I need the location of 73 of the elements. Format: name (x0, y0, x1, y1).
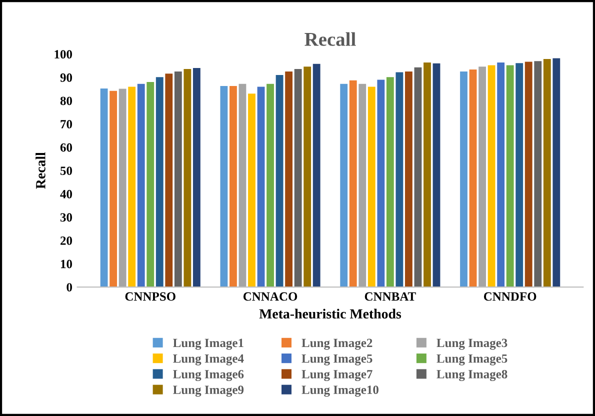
y-tick-label: 80 (60, 96, 72, 106)
bar (488, 65, 496, 288)
bar (543, 58, 551, 288)
bar (100, 88, 108, 288)
bar (238, 84, 246, 288)
bar (368, 86, 376, 288)
bar (118, 88, 126, 288)
legend-label: Lung Image5 (302, 354, 372, 366)
legend-label: Lung Image8 (436, 370, 508, 382)
y-tick-label: 10 (60, 260, 72, 268)
y-tick-label: 50 (60, 166, 72, 176)
bar (358, 84, 366, 288)
bar (146, 82, 154, 288)
bar (349, 80, 357, 288)
x-axis-title: Meta-heuristic Methods (259, 308, 402, 319)
y-tick-label: 100 (54, 50, 72, 59)
bar (377, 80, 385, 288)
bar (405, 72, 412, 288)
bar (312, 64, 320, 288)
bar (137, 84, 145, 288)
bar (248, 94, 256, 288)
bar (424, 62, 431, 288)
bar (230, 86, 237, 288)
x-tick-label: CNNPSO (125, 292, 176, 301)
bar (432, 63, 440, 288)
legend-label: Lung Image10 (302, 386, 378, 397)
bar (516, 63, 524, 288)
legend-label: Lung Image2 (302, 338, 372, 350)
bar (266, 84, 274, 288)
y-tick-label: 40 (60, 190, 72, 198)
legend-label: Lung Image7 (302, 370, 372, 382)
bar (469, 69, 477, 288)
legend-label: Lung Image6 (173, 370, 244, 382)
bar (192, 68, 200, 288)
legend-label: Lung Image5 (436, 354, 508, 366)
y-axis-title: Recall (36, 152, 46, 189)
bar (304, 66, 312, 288)
legend-label: Lung Image4 (173, 354, 244, 366)
bar (165, 74, 173, 288)
bar (534, 61, 542, 288)
bar (497, 62, 505, 288)
bar (552, 58, 560, 288)
bar (524, 62, 532, 288)
x-tick-label: CNNBAT (364, 292, 416, 301)
bar (110, 90, 118, 288)
bar (156, 77, 164, 288)
y-tick-label: 90 (60, 73, 72, 82)
y-tick-label: 60 (60, 143, 72, 152)
bar (257, 86, 265, 288)
bar (396, 72, 404, 288)
bar (285, 72, 293, 288)
bar (174, 72, 182, 288)
chart-title: Recall (304, 32, 356, 46)
bar (386, 77, 394, 288)
bar (128, 86, 136, 288)
x-tick-label: CNNACO (243, 292, 298, 301)
bar (460, 72, 468, 288)
x-tick-label: CNNDFO (484, 292, 536, 301)
bar (340, 84, 348, 288)
bar (276, 75, 284, 288)
bar (184, 68, 192, 288)
bar (220, 86, 228, 288)
y-tick-label: 20 (60, 236, 72, 245)
bar (478, 66, 486, 288)
y-tick-label: 70 (60, 120, 72, 128)
bar (294, 68, 302, 288)
bar (506, 65, 514, 288)
legend-label: Lung Image3 (436, 338, 508, 350)
y-tick-label: 30 (60, 213, 72, 222)
bar (414, 67, 422, 288)
legend-label: Lung Image9 (173, 386, 244, 397)
y-tick-label: 0 (66, 283, 72, 292)
legend-label: Lung Image1 (173, 338, 244, 350)
